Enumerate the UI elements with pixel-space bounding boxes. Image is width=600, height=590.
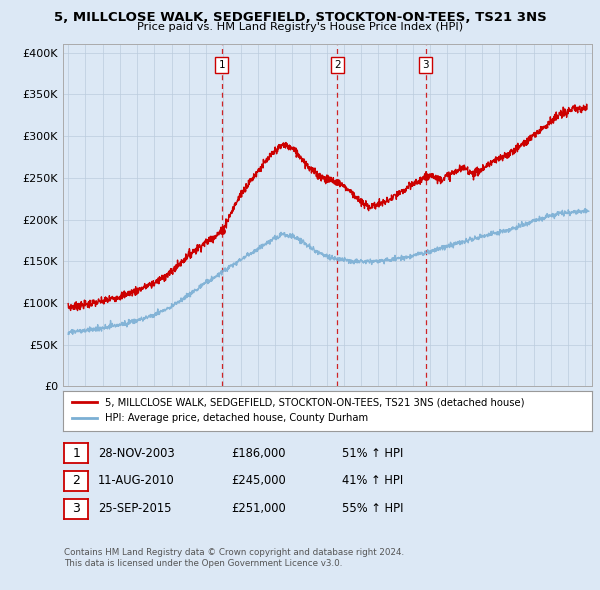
Text: 3: 3 [72,502,80,515]
Text: 2: 2 [334,60,341,70]
Text: £186,000: £186,000 [231,447,286,460]
Text: 51% ↑ HPI: 51% ↑ HPI [342,447,403,460]
Text: £251,000: £251,000 [231,502,286,515]
Text: 1: 1 [72,447,80,460]
Text: 25-SEP-2015: 25-SEP-2015 [98,502,172,515]
Text: 3: 3 [422,60,429,70]
Text: 55% ↑ HPI: 55% ↑ HPI [342,502,403,515]
Text: This data is licensed under the Open Government Licence v3.0.: This data is licensed under the Open Gov… [64,559,343,568]
Text: 5, MILLCLOSE WALK, SEDGEFIELD, STOCKTON-ON-TEES, TS21 3NS: 5, MILLCLOSE WALK, SEDGEFIELD, STOCKTON-… [53,11,547,24]
Text: 11-AUG-2010: 11-AUG-2010 [98,474,175,487]
Text: 28-NOV-2003: 28-NOV-2003 [98,447,175,460]
Legend: 5, MILLCLOSE WALK, SEDGEFIELD, STOCKTON-ON-TEES, TS21 3NS (detached house), HPI:: 5, MILLCLOSE WALK, SEDGEFIELD, STOCKTON-… [72,398,525,424]
Text: £245,000: £245,000 [231,474,286,487]
Text: 2: 2 [72,474,80,487]
Text: Price paid vs. HM Land Registry's House Price Index (HPI): Price paid vs. HM Land Registry's House … [137,22,463,32]
Text: 41% ↑ HPI: 41% ↑ HPI [342,474,403,487]
Text: Contains HM Land Registry data © Crown copyright and database right 2024.: Contains HM Land Registry data © Crown c… [64,548,404,557]
Text: 1: 1 [218,60,225,70]
